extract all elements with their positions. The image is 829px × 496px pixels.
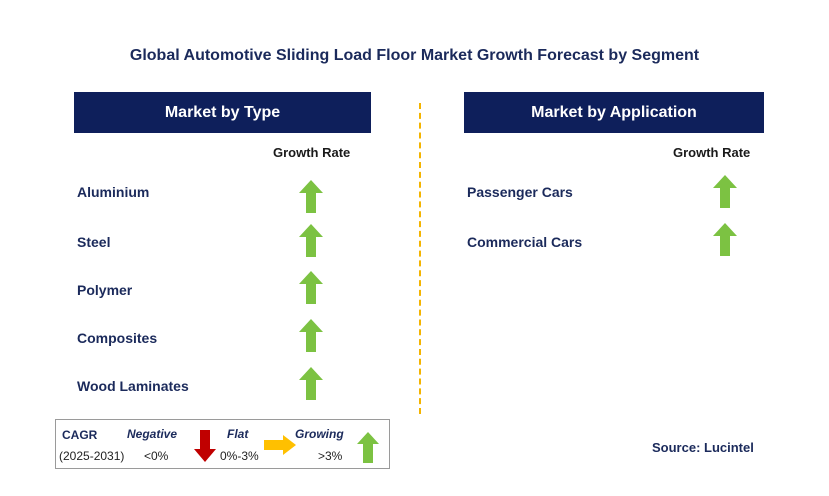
up-arrow-icon — [299, 319, 323, 352]
panel-header-application: Market by Application — [464, 92, 764, 133]
row-label-passenger-cars: Passenger Cars — [467, 184, 573, 200]
row-label-wood-laminates: Wood Laminates — [77, 378, 189, 394]
legend: CAGR (2025-2031) Negative <0% Flat 0%-3%… — [55, 419, 390, 469]
chart-title: Global Automotive Sliding Load Floor Mar… — [129, 47, 700, 64]
legend-flat-label: Flat — [227, 427, 249, 441]
panel-divider — [419, 103, 421, 414]
legend-period: (2025-2031) — [59, 449, 125, 463]
up-arrow-icon — [713, 223, 737, 256]
row-label-composites: Composites — [77, 330, 158, 346]
source-note: Source: Lucintel — [652, 440, 754, 455]
legend-negative-range: <0% — [144, 449, 169, 463]
row-label-steel: Steel — [77, 234, 111, 250]
up-arrow-icon — [299, 271, 323, 304]
legend-growing-range: >3% — [318, 449, 343, 463]
legend-flat-range: 0%-3% — [220, 449, 259, 463]
up-arrow-icon — [299, 367, 323, 400]
up-arrow-icon — [357, 432, 379, 463]
row-label-commercial-cars: Commercial Cars — [467, 234, 583, 250]
up-arrow-icon — [299, 180, 323, 213]
row-label-aluminium: Aluminium — [77, 184, 150, 200]
growth-rate-label-application: Growth Rate — [673, 145, 751, 160]
panel-header-type: Market by Type — [74, 92, 371, 133]
legend-growing-label: Growing — [295, 427, 344, 441]
row-label-polymer: Polymer — [77, 282, 133, 298]
down-arrow-icon — [194, 430, 216, 462]
up-arrow-icon — [299, 224, 323, 257]
legend-cagr-label: CAGR — [62, 428, 98, 442]
up-arrow-icon — [713, 175, 737, 208]
right-arrow-icon — [264, 435, 296, 455]
growth-rate-label-type: Growth Rate — [273, 145, 351, 160]
legend-negative-label: Negative — [127, 427, 178, 441]
